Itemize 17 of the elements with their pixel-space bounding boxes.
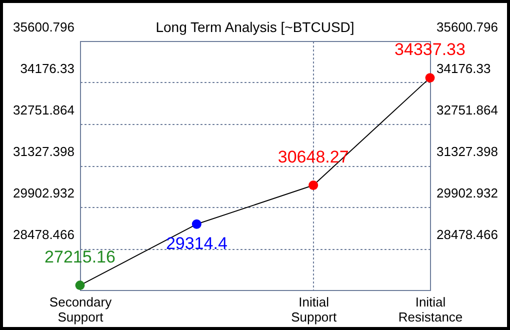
y-tick-label: 35600.796 [13, 20, 74, 34]
y-tick-label: 28478.466 [13, 227, 74, 242]
y-tick-label: 31327.398 [13, 144, 74, 159]
chart-title: Long Term Analysis [~BTCUSD] [156, 19, 354, 35]
y2-tick-label: 28478.466 [436, 227, 498, 242]
y-tick-label: 34176.33 [20, 61, 74, 76]
x-tick-label: Initial Resistance [398, 294, 463, 324]
y2-tick-label: 31327.398 [436, 144, 498, 159]
y2-tick-label: 32751.864 [436, 102, 498, 118]
y-tick-label: 32751.864 [13, 102, 74, 118]
y2-tick-label: 29902.932 [436, 186, 498, 200]
data-label: 29314.4 [166, 234, 228, 254]
x-tick-label: Secondary Support [49, 294, 112, 324]
y2-tick-label: 34176.33 [436, 61, 491, 76]
y-tick-label: 29902.932 [13, 186, 74, 200]
y2-tick-label: 35600.796 [436, 20, 498, 34]
x-tick-label: Initial Support [291, 294, 337, 324]
